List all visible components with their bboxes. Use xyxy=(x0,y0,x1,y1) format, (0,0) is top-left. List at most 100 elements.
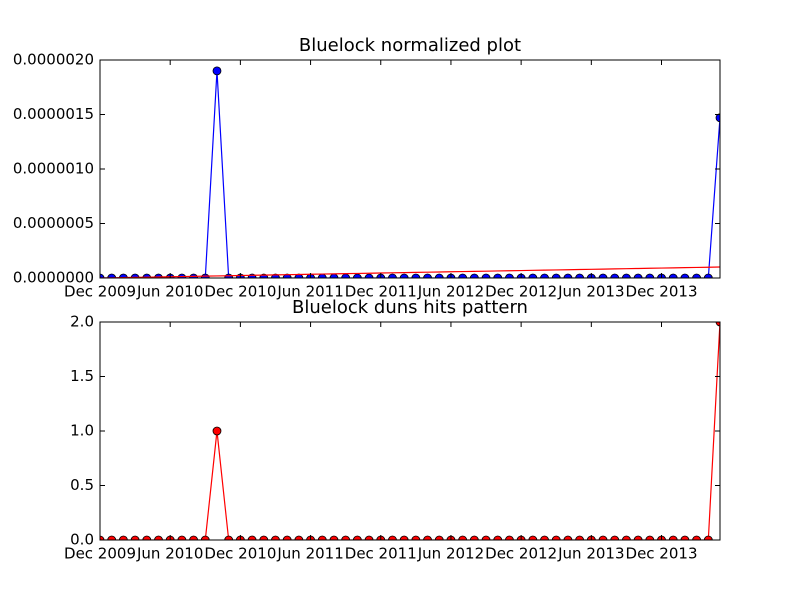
data-point xyxy=(505,535,514,540)
data-point xyxy=(540,535,549,540)
x-tick-label: Jun 2012 xyxy=(417,283,484,301)
x-tick-label: Dec 2009 xyxy=(64,545,136,563)
x-tick-label: Jun 2013 xyxy=(557,283,624,301)
data-point xyxy=(388,273,397,278)
data-point xyxy=(575,535,585,540)
data-point xyxy=(633,535,643,540)
data-point xyxy=(399,273,409,278)
data-point xyxy=(107,273,117,278)
data-line xyxy=(100,266,720,278)
data-point xyxy=(481,535,491,540)
data-point xyxy=(633,273,643,278)
data-point xyxy=(540,273,549,278)
data-point xyxy=(189,535,198,540)
data-point xyxy=(107,535,117,540)
data-point xyxy=(388,535,397,540)
y-tick-label: 0.5 xyxy=(70,476,94,494)
data-point xyxy=(680,273,690,278)
data-point xyxy=(493,535,503,540)
data-point xyxy=(668,273,678,278)
data-point xyxy=(575,273,585,278)
data-point xyxy=(100,273,105,278)
data-point xyxy=(259,535,269,540)
x-tick-label: Dec 2009 xyxy=(64,283,136,301)
data-point xyxy=(469,273,479,278)
x-tick-label: Jun 2010 xyxy=(136,545,203,563)
data-point xyxy=(247,535,257,540)
data-point xyxy=(212,426,222,436)
x-tick-label: Dec 2013 xyxy=(626,283,698,301)
y-tick-label: 1.0 xyxy=(70,422,94,440)
y-tick-label: 0.0000005 xyxy=(13,214,94,232)
data-point xyxy=(294,535,304,540)
data-point xyxy=(411,535,421,540)
data-point xyxy=(715,322,720,327)
x-tick-label: Dec 2012 xyxy=(485,545,557,563)
data-point xyxy=(622,535,631,540)
y-tick-label: 0.0 xyxy=(70,531,94,549)
data-point xyxy=(481,273,491,278)
chart-title: Bluelock normalized plot xyxy=(299,35,521,56)
y-tick-label: 2.0 xyxy=(70,313,94,331)
data-point xyxy=(598,535,608,540)
data-point xyxy=(692,273,702,278)
x-tick-label: Jun 2013 xyxy=(557,545,624,563)
data-point xyxy=(551,273,561,278)
data-point xyxy=(142,535,152,540)
y-tick-label: 1.5 xyxy=(70,367,94,385)
data-point xyxy=(563,273,573,278)
data-point xyxy=(551,535,561,540)
data-point xyxy=(692,535,702,540)
data-point xyxy=(528,535,538,540)
data-point xyxy=(177,535,187,540)
data-point xyxy=(668,535,678,540)
axes-frame xyxy=(99,321,721,541)
data-point xyxy=(329,535,339,540)
x-tick-label: Dec 2011 xyxy=(345,545,417,563)
data-point xyxy=(703,273,713,278)
data-point xyxy=(505,273,514,278)
data-point xyxy=(364,535,374,540)
data-point xyxy=(680,535,690,540)
data-point xyxy=(154,535,163,540)
plot-area xyxy=(100,322,720,540)
x-tick-label: Dec 2011 xyxy=(345,283,417,301)
data-point xyxy=(364,273,374,278)
data-point xyxy=(598,273,608,278)
data-point xyxy=(271,535,280,540)
data-point xyxy=(528,273,538,278)
x-tick-label: Dec 2010 xyxy=(204,283,276,301)
axes-frame xyxy=(99,59,721,279)
y-tick-label: 0.0000020 xyxy=(13,51,94,69)
data-point xyxy=(212,66,222,76)
data-point xyxy=(411,273,421,278)
data-point xyxy=(610,273,620,278)
data-point xyxy=(352,535,362,540)
data-point xyxy=(703,535,713,540)
y-tick-label: 0.0000010 xyxy=(13,160,94,178)
x-tick-label: Jun 2011 xyxy=(276,283,343,301)
data-point xyxy=(645,535,655,540)
y-tick-label: 0.0000015 xyxy=(13,105,94,123)
data-point xyxy=(458,535,468,540)
data-point xyxy=(100,535,105,540)
data-point xyxy=(622,273,631,278)
x-tick-label: Dec 2013 xyxy=(626,545,698,563)
data-point xyxy=(610,535,620,540)
x-tick-label: Jun 2010 xyxy=(136,283,203,301)
data-point xyxy=(224,535,234,540)
data-point xyxy=(423,535,432,540)
data-line xyxy=(100,70,720,278)
x-tick-label: Dec 2012 xyxy=(485,283,557,301)
data-point xyxy=(200,535,210,540)
data-point xyxy=(317,535,327,540)
plot-area xyxy=(100,66,720,278)
data-point xyxy=(399,535,409,540)
data-line xyxy=(100,322,720,540)
data-point xyxy=(434,535,444,540)
x-tick-label: Jun 2012 xyxy=(417,545,484,563)
data-point xyxy=(493,273,503,278)
data-point xyxy=(282,535,292,540)
y-tick-label: 0.0000000 xyxy=(13,269,94,287)
x-tick-label: Dec 2010 xyxy=(204,545,276,563)
